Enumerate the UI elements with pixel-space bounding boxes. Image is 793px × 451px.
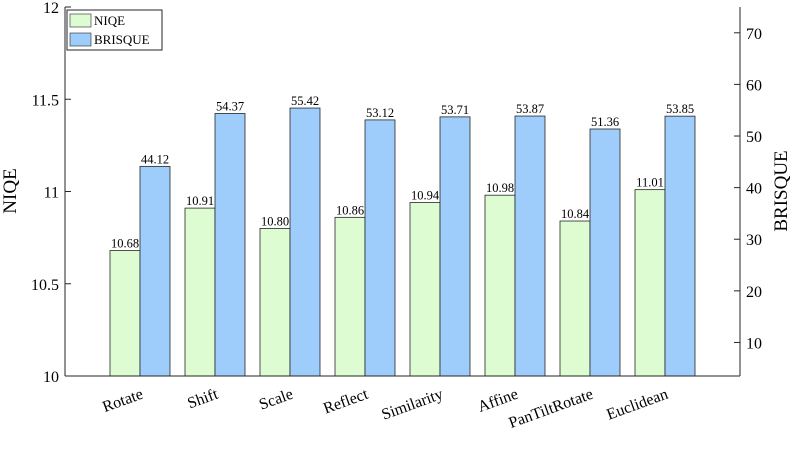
data-label-niqe-euclidean: 11.01 (636, 176, 664, 190)
bar-brisque-scale (289, 107, 321, 377)
legend-label-niqe: NIQE (94, 13, 125, 28)
bar-brisque-similarity (439, 116, 471, 377)
data-label-niqe-reflect: 10.86 (336, 203, 364, 217)
category-label-reflect: Reflect (321, 386, 371, 418)
data-label-brisque-rotate: 44.12 (141, 152, 169, 166)
bars-group (109, 107, 696, 377)
category-label-similarity: Similarity (379, 386, 445, 424)
left-tick-label: 10 (43, 369, 59, 386)
data-labels-group: 10.68 44.12 10.91 54.37 10.80 55.42 10.86 53.12… (111, 94, 694, 250)
data-label-brisque-euclidean: 53.85 (666, 102, 694, 116)
category-labels: Rotate Shift Scale Reflect Similarity AffineP… (100, 386, 670, 432)
bar-niqe-euclidean (634, 189, 666, 377)
data-label-niqe-pantiltrotate: 10.84 (561, 207, 590, 221)
right-tick-label: 20 (746, 284, 762, 301)
data-label-brisque-similarity: 53.71 (441, 103, 469, 117)
left-axis-ticks: 10 10.5 11 11.5 12 (31, 0, 71, 386)
category-label-pantiltrotate: PanTiltRotate (507, 386, 596, 432)
left-tick-label: 12 (43, 0, 59, 17)
data-label-niqe-similarity: 10.94 (411, 189, 440, 203)
right-tick-label: 30 (746, 232, 762, 249)
bar-niqe-scale (259, 227, 291, 377)
right-tick-label: 50 (746, 129, 762, 146)
bar-niqe-reflect (334, 216, 366, 377)
left-tick-label: 10.5 (31, 277, 59, 294)
bar-brisque-shift (214, 113, 246, 377)
category-label-euclidean: Euclidean (604, 386, 670, 424)
data-label-niqe-shift: 10.91 (186, 194, 214, 208)
right-axis-title: BRISQUE (771, 150, 792, 231)
data-label-brisque-scale: 55.42 (291, 94, 319, 108)
bar-niqe-affine (484, 194, 516, 377)
data-label-brisque-shift: 54.37 (216, 99, 244, 113)
bar-niqe-rotate (109, 250, 141, 377)
data-label-niqe-rotate: 10.68 (111, 237, 139, 251)
category-label-scale: Scale (257, 386, 295, 414)
data-label-niqe-affine: 10.98 (486, 181, 514, 195)
bar-brisque-affine (514, 115, 546, 377)
legend-label-brisque: BRISQUE (94, 32, 150, 47)
left-tick-label: 11.5 (32, 92, 59, 109)
legend: NIQE BRISQUE (66, 9, 163, 51)
bar-niqe-similarity (409, 202, 441, 377)
bar-brisque-euclidean (664, 115, 696, 377)
right-tick-label: 40 (746, 181, 762, 198)
right-axis-ticks: 10 20 30 40 50 60 70 (734, 26, 762, 352)
bar-brisque-reflect (364, 119, 396, 377)
data-label-brisque-reflect: 53.12 (366, 106, 394, 120)
category-label-affine: Affine (476, 386, 521, 416)
right-tick-label: 70 (746, 26, 762, 43)
bar-niqe-pantiltrotate (559, 220, 591, 377)
bar-brisque-rotate (139, 165, 171, 377)
category-label-shift: Shift (185, 386, 221, 413)
legend-swatch-niqe (69, 13, 92, 28)
right-tick-label: 10 (746, 335, 762, 352)
legend-swatch-brisque (69, 32, 92, 47)
bar-niqe-shift (184, 207, 216, 377)
data-label-brisque-affine: 53.87 (516, 102, 544, 116)
right-tick-label: 60 (746, 77, 762, 94)
left-tick-label: 11 (44, 185, 59, 202)
left-axis-title: NIQE (0, 168, 21, 213)
data-label-niqe-scale: 10.80 (261, 214, 289, 228)
bar-brisque-pantiltrotate (589, 128, 621, 377)
data-label-brisque-pantiltrotate: 51.36 (591, 115, 619, 129)
category-label-rotate: Rotate (100, 386, 145, 416)
